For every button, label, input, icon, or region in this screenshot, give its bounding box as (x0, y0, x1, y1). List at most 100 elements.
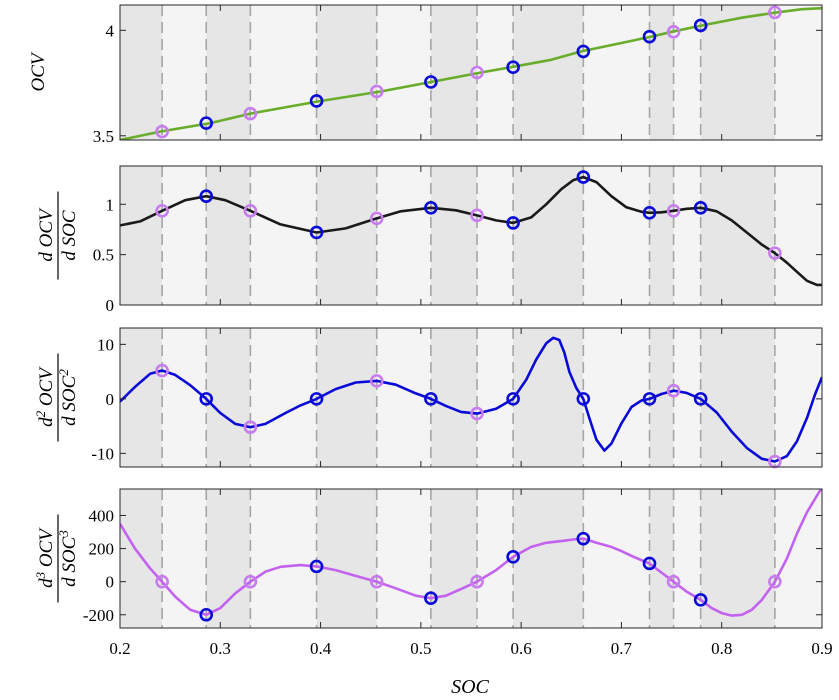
series-line (120, 6, 822, 140)
data-marker (243, 204, 258, 218)
data-marker (369, 211, 384, 226)
y-axis-title-numerator: d OCV (36, 207, 57, 262)
data-marker (199, 607, 214, 622)
data-marker (309, 225, 324, 240)
data-marker (693, 593, 708, 607)
data-marker (424, 392, 438, 406)
series-line (120, 175, 822, 287)
x-tick-label: 0.8 (711, 639, 732, 658)
shaded-band (206, 328, 251, 467)
shaded-band (649, 5, 674, 140)
data-marker (369, 84, 384, 99)
x-tick-label: 0.6 (511, 639, 532, 658)
data-marker (642, 29, 657, 44)
data-marker (155, 574, 169, 589)
shaded-band (430, 328, 478, 467)
shaded-band (700, 166, 775, 305)
data-marker (666, 574, 681, 589)
data-marker (155, 124, 169, 139)
data-marker (155, 363, 169, 378)
x-tick-label: 0.2 (109, 639, 130, 658)
y-tick-label: 0 (106, 390, 115, 409)
data-marker (309, 94, 324, 108)
series-line (120, 489, 822, 617)
y-tick-label: -10 (91, 444, 114, 463)
data-marker (666, 204, 681, 218)
series-line (120, 336, 822, 463)
y-tick-label: 1 (106, 195, 115, 214)
axes-box (119, 327, 823, 468)
y-axis-title: d3 OCV d SOC3 (33, 514, 80, 603)
data-marker (470, 574, 484, 589)
panel-2: 0 0.5 1 d OCV d SOC (36, 165, 823, 315)
x-axis-title: SOC (451, 676, 489, 698)
data-marker (309, 559, 324, 574)
y-axis-title: d OCV d SOC (36, 191, 80, 280)
data-marker (199, 116, 214, 130)
y-axis-title: OCV (28, 51, 49, 91)
data-marker (666, 383, 681, 398)
data-marker (642, 392, 657, 406)
y-axis-title-denominator: d SOC2 (56, 369, 80, 426)
panel-4: -200 0 200 400 d3 OCV d SOC3 0.2 0.3 0.4 0.5 0.6 0.… (33, 488, 833, 658)
shaded-band (700, 5, 775, 140)
data-marker (768, 246, 782, 260)
data-marker (576, 44, 591, 59)
axes-box (119, 165, 823, 306)
y-tick-label: -200 (83, 606, 114, 625)
data-marker (506, 60, 520, 75)
y-axis-title: d2 OCV d SOC2 (33, 353, 80, 442)
y-tick-label: 0 (106, 296, 115, 315)
y-axis-title-numerator: d3 OCV (33, 527, 57, 588)
data-marker (424, 591, 438, 606)
y-axis-title-numerator: d2 OCV (33, 366, 57, 427)
shaded-band (513, 5, 584, 140)
data-marker (243, 574, 258, 589)
x-tick-label: 0.5 (410, 639, 431, 658)
x-tick-label: 0.9 (811, 639, 832, 658)
data-marker (199, 189, 214, 204)
shaded-band (316, 166, 377, 305)
panel-1: 3.5 4 OCV (28, 4, 823, 146)
axes-box (119, 488, 823, 629)
shaded-band (700, 328, 775, 467)
x-tick-label: 0.3 (210, 639, 231, 658)
shaded-band (120, 328, 163, 467)
data-marker (470, 208, 484, 223)
data-marker (369, 374, 384, 388)
y-tick-label: 200 (89, 540, 115, 559)
y-tick-label: 10 (97, 335, 114, 354)
shaded-band (513, 328, 584, 467)
data-marker (642, 206, 657, 220)
data-marker (243, 420, 258, 435)
data-marker (506, 550, 520, 564)
axes-box (119, 4, 823, 141)
data-marker (693, 18, 708, 33)
shaded-band (649, 166, 674, 305)
panel-3: -10 0 10 d2 OCV d SOC2 (33, 327, 823, 469)
data-marker (424, 75, 438, 89)
y-tick-label: 4 (106, 21, 115, 40)
shaded-band (513, 166, 584, 305)
data-marker (470, 65, 484, 80)
y-tick-label: 0 (106, 573, 115, 592)
data-marker (506, 392, 520, 406)
shaded-band (316, 489, 377, 628)
data-marker (693, 392, 708, 406)
shaded-band (316, 328, 377, 467)
data-marker (666, 24, 681, 39)
data-marker (199, 392, 214, 406)
shaded-band (430, 489, 478, 628)
data-marker (424, 201, 438, 215)
data-marker (155, 204, 169, 218)
y-tick-label: 400 (89, 506, 115, 525)
data-marker (369, 574, 384, 589)
data-marker (309, 392, 324, 406)
data-marker (576, 170, 591, 184)
y-tick-label: 3.5 (93, 127, 114, 146)
data-marker (576, 392, 591, 406)
data-marker (506, 216, 520, 230)
shaded-band (430, 166, 478, 305)
x-tick-label: 0.7 (611, 639, 633, 658)
